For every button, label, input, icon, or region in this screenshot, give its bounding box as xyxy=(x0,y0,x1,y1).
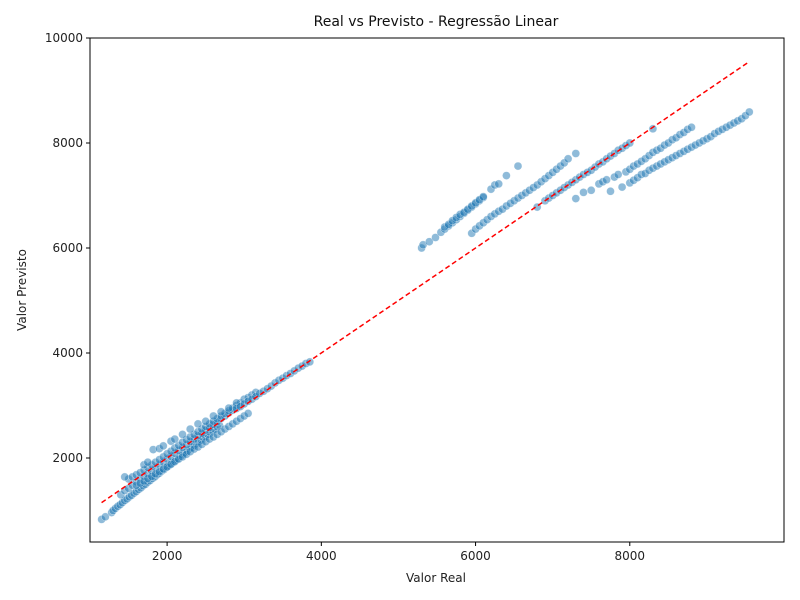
data-point xyxy=(216,407,226,417)
y-tick-label: 2000 xyxy=(52,451,83,465)
data-point xyxy=(579,188,588,197)
data-point xyxy=(586,186,596,195)
data-point xyxy=(571,194,581,203)
reference-line xyxy=(101,61,750,504)
y-axis: 2000 4000 6000 8000 10000 xyxy=(45,31,90,465)
data-point xyxy=(201,417,210,426)
data-point xyxy=(170,434,180,444)
data-point xyxy=(494,179,503,189)
data-point xyxy=(563,154,573,164)
data-point xyxy=(178,430,187,439)
x-axis-label: Valor Real xyxy=(406,571,466,585)
points-layer xyxy=(97,107,754,524)
data-point xyxy=(479,192,488,201)
data-point xyxy=(120,472,129,482)
plot-frame xyxy=(89,37,785,543)
x-tick-label: 6000 xyxy=(460,549,491,563)
data-point xyxy=(425,237,434,246)
data-point xyxy=(571,149,581,158)
data-point xyxy=(101,512,110,522)
data-point xyxy=(209,411,218,421)
x-tick-label: 2000 xyxy=(152,549,183,563)
data-point xyxy=(305,357,315,367)
data-point xyxy=(745,107,754,117)
data-point xyxy=(513,161,523,171)
data-point xyxy=(648,124,658,134)
y-axis-label: Valor Previsto xyxy=(15,249,29,331)
data-point xyxy=(193,419,203,429)
data-point xyxy=(617,182,627,192)
data-point xyxy=(143,457,153,467)
x-tick-label: 4000 xyxy=(306,549,337,563)
data-point xyxy=(606,187,615,196)
data-point xyxy=(687,123,696,132)
chart-title: Real vs Previsto - Regressão Linear xyxy=(314,14,559,30)
data-point xyxy=(502,171,511,180)
x-axis: 2000 4000 6000 8000 xyxy=(152,542,645,563)
y-tick-label: 10000 xyxy=(45,31,83,45)
data-point xyxy=(602,175,611,185)
x-tick-label: 8000 xyxy=(615,549,646,563)
y-tick-label: 6000 xyxy=(52,241,83,255)
data-point xyxy=(243,409,253,418)
data-point xyxy=(224,403,234,413)
y-tick-label: 4000 xyxy=(52,346,83,360)
data-point xyxy=(159,441,168,451)
data-point xyxy=(185,424,195,434)
data-point xyxy=(431,233,440,242)
y-tick-label: 8000 xyxy=(52,136,83,150)
data-point xyxy=(613,170,623,179)
